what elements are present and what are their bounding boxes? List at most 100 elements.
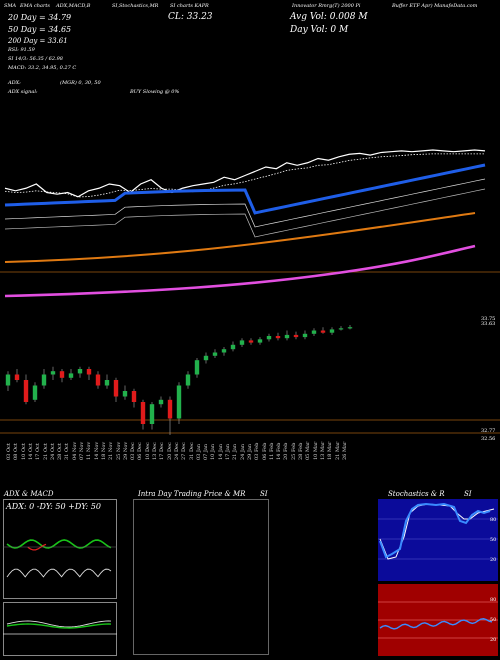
price-axis-label: 32.56 [481,436,496,442]
candle-body [338,328,344,330]
macd-line [6,620,112,628]
candle-body [95,374,101,386]
ema-line [4,163,486,215]
date-tick-label: 03 Jan [195,443,202,460]
candle-body [194,360,200,375]
candle-body [149,404,155,424]
buy-signal-label: BUY Slowing @ 0% [130,89,180,95]
stoch-title: Stochastics & R [388,490,445,498]
date-tick-label: 14 Oct [27,443,34,460]
date-tick-label: 11 Feb [268,442,275,460]
candle-chart [0,325,500,435]
candle-body [113,380,119,397]
date-tick-label: 18 Mar [327,441,334,460]
candle-body [203,355,209,361]
date-tick-label: 28 Oct [57,443,64,460]
candle-body [230,344,236,350]
macd-lines [3,620,117,635]
date-tick-label: 29 Jan [246,443,253,460]
candle-body [122,391,128,397]
sma200-label: 200 Day = 33.61 [8,37,68,45]
date-tick-label: 20 Feb [283,442,290,460]
sma20-label: 20 Day = 34.79 [8,13,72,22]
date-tick-label: 24 Dec [173,442,180,460]
date-tick-label: 14 Nov [93,441,100,460]
candle-body [248,340,254,343]
candle-body [104,380,110,386]
avg-vol-label: Avg Vol: 0.008 M [290,12,368,22]
intraday-si: SI [260,490,268,498]
stoch-level-label: 20 [490,557,497,563]
title-fragment: EMA charts [20,3,50,9]
date-tick-label: 18 Nov [100,441,107,460]
candle-body [239,340,245,345]
candle-body [266,336,272,340]
date-tick-label: 13 Dec [152,442,158,460]
date-tick-label: 27 Dec [181,442,188,460]
day-vol-label: Day Vol: 0 M [290,25,349,35]
candle-body [176,385,182,419]
stoch-k-line [379,502,491,559]
date-tick-label: 31 Oct [64,443,71,460]
rsi-label: RSI: 91.59 [8,47,35,53]
adx-panel-title: ADX & MACD [4,490,54,498]
price-axis-label: 32.77 [481,428,496,434]
rsi-level-label: 20 [490,637,497,643]
date-tick-label: 04 Nov [71,441,78,460]
adx-line [6,568,112,578]
date-tick-label: 26 Mar [341,441,348,460]
sma50-line [4,212,476,263]
title-fragment: Buffer ETF Apr) ManafeData.com [392,3,478,9]
date-tick-label: 17 Jan [225,443,231,460]
title-fragment: ADX,MACD,B [56,3,91,9]
adx-mgr-label: (MGR) 0, 30, 50 [60,80,101,86]
sma200-line [4,244,476,298]
band-line [4,188,486,238]
candle-body [68,373,74,378]
price-axis-label: 33.63 [481,321,496,327]
candle-body [5,374,11,386]
date-tick-label: 03 Feb [254,442,261,460]
intraday-title: Intra Day Trading Price & MR [138,490,246,498]
title-fragment: SI charts KAPR [170,3,209,9]
candle-body [86,369,92,375]
date-tick-label: 20 Dec [166,442,173,460]
date-tick-label: 21 Nov [108,441,115,460]
adx-label: ADX: [8,80,21,86]
stoch-level-label: 50 [490,537,497,543]
date-tick-label: 13 Mar [319,441,326,460]
date-tick-label: 11 Nov [86,441,93,460]
date-tick-label: 24 Oct [49,443,56,460]
rsi-level-label: 80 [490,597,497,603]
candle-body [320,330,326,333]
candle-body [32,385,38,400]
adx-signal-label: ADX signal: [8,89,38,95]
date-tick-label: 24 Jan [239,443,246,460]
candle-body [302,333,308,338]
date-tick-label: 29 Nov [122,441,129,460]
price-axis-label: 33.75 [481,316,496,322]
plus-di-line [6,539,112,549]
date-tick-label: 08 Oct [13,443,20,460]
intraday-panel [133,499,269,655]
candle-body [14,374,20,380]
date-tick-label: 06 Dec [137,442,144,460]
date-tick-label: 10 Jan [210,443,217,460]
candle-body [77,369,83,374]
candle-body [329,329,335,333]
price-ma-chart [0,149,500,298]
candle-body [257,339,263,343]
date-tick-label: 31 Dec [188,442,195,460]
adx-panel [3,499,117,599]
rsi-lines [378,601,498,639]
price-line [4,149,486,198]
date-tick-label: 07 Jan [203,443,210,460]
stoch-label: SI 14/3: 56.35 / 62.98 [8,56,63,62]
date-tick-label: 21 Jan [232,443,239,460]
minus-di-line [27,543,47,551]
candle-body [50,371,56,375]
title-fragment: Innovator Rmrg(T) 2000 Pi [292,3,361,9]
date-tick-label: 10 Oct [20,443,27,460]
date-tick-label: 03 Dec [130,442,137,460]
rsi-level-label: 50 [490,617,497,623]
